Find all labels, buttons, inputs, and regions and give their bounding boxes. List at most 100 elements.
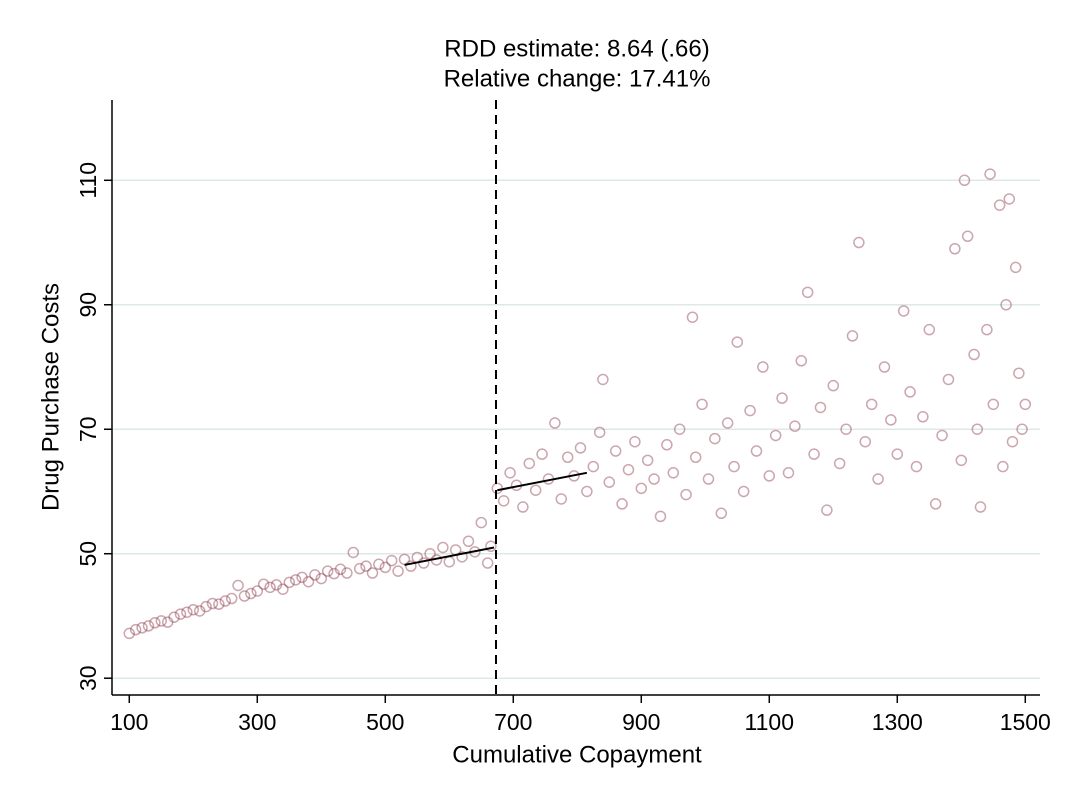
point: [555, 493, 568, 505]
point: [949, 243, 961, 255]
x-tick-label: 1300: [872, 709, 923, 735]
y-axis-label: Drug Purchase Costs: [37, 283, 64, 511]
point: [347, 546, 360, 559]
point: [270, 579, 283, 591]
fit-line: [404, 546, 495, 566]
point: [245, 587, 257, 600]
point: [1000, 299, 1012, 311]
point: [587, 460, 600, 473]
point: [456, 551, 468, 563]
point: [865, 398, 878, 411]
point: [315, 572, 328, 585]
point: [904, 386, 916, 398]
point: [181, 606, 193, 618]
point: [536, 448, 548, 460]
point: [737, 485, 750, 498]
point: [155, 615, 168, 627]
point: [929, 498, 942, 510]
point: [955, 454, 968, 467]
point: [504, 467, 516, 479]
point: [872, 473, 884, 485]
point: [497, 495, 510, 507]
point: [958, 174, 971, 187]
point: [680, 488, 692, 501]
y-tick-label: 50: [75, 541, 101, 567]
point: [277, 583, 289, 595]
point: [1019, 398, 1032, 411]
point: [296, 571, 308, 584]
point: [385, 554, 398, 567]
y-tick-label: 30: [75, 665, 101, 691]
point: [968, 348, 980, 361]
point: [757, 361, 769, 373]
point: [328, 567, 340, 580]
point: [321, 565, 334, 577]
x-tick-label: 500: [366, 709, 404, 735]
point: [971, 423, 984, 435]
point: [763, 470, 776, 482]
point: [859, 435, 872, 448]
point: [667, 467, 680, 479]
point: [654, 510, 667, 523]
point: [561, 451, 574, 463]
point: [491, 482, 504, 495]
point: [283, 576, 296, 589]
point: [574, 442, 587, 454]
point: [581, 485, 593, 498]
point: [641, 454, 654, 467]
point: [238, 590, 251, 602]
point: [923, 323, 936, 336]
point: [443, 556, 456, 568]
point: [731, 336, 744, 348]
point: [123, 627, 136, 640]
point: [661, 439, 673, 451]
point: [161, 616, 174, 628]
point: [593, 426, 606, 439]
x-tick-label: 1500: [1000, 709, 1051, 735]
point: [635, 482, 648, 495]
point: [200, 600, 212, 613]
point: [942, 373, 955, 386]
point: [251, 585, 264, 597]
point: [437, 541, 449, 554]
point: [366, 567, 379, 579]
x-tick-label: 300: [238, 709, 276, 735]
y-tick-label: 70: [75, 416, 101, 442]
y-tick-label: 110: [75, 162, 101, 199]
point: [609, 445, 622, 457]
point: [187, 603, 200, 616]
point: [379, 561, 392, 574]
point: [392, 565, 404, 577]
point: [517, 501, 529, 513]
point: [257, 578, 270, 590]
point: [302, 575, 315, 588]
point: [782, 467, 795, 479]
point: [648, 473, 660, 485]
fit-line: [497, 471, 588, 492]
point: [219, 595, 232, 607]
point: [206, 597, 219, 610]
point: [709, 432, 721, 445]
point: [1013, 367, 1025, 379]
point: [993, 199, 1006, 211]
x-tick-label: 100: [110, 709, 148, 735]
point: [193, 605, 206, 617]
point: [225, 592, 238, 605]
point: [801, 286, 814, 299]
point: [174, 608, 187, 620]
point: [885, 414, 897, 426]
x-axis-label: Cumulative Copayment: [452, 741, 702, 768]
x-tick-label: 1100: [745, 709, 794, 735]
point: [485, 540, 497, 552]
point: [840, 423, 852, 435]
point: [1009, 261, 1022, 274]
point: [549, 417, 561, 429]
x-tick-label: 900: [622, 709, 660, 735]
point: [981, 323, 993, 336]
chart-title: RDD estimate: 8.64 (.66): [444, 35, 709, 62]
point: [405, 560, 417, 572]
point: [622, 463, 635, 476]
point: [689, 451, 702, 463]
point: [696, 398, 708, 411]
point: [821, 504, 833, 516]
